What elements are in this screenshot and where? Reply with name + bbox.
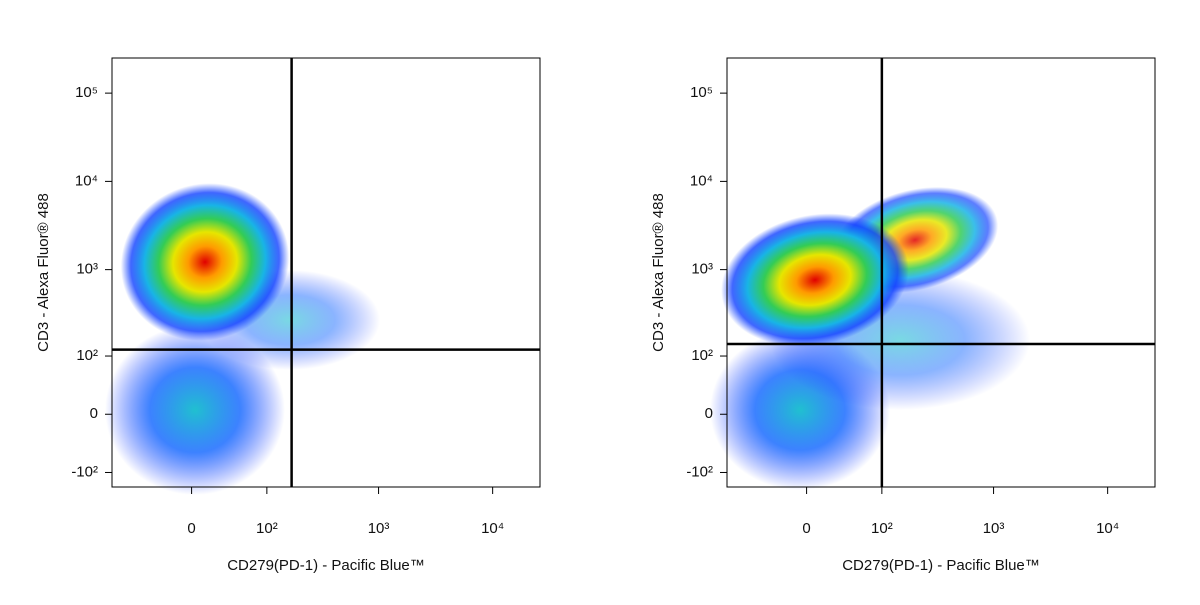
y-tick-label: 10⁵ [690,84,713,101]
y-tick-label: 10⁴ [75,172,98,189]
x-tick-label: 0 [802,520,810,537]
x-tick-label: 0 [187,520,195,537]
x-tick-label: 10² [871,520,893,537]
y-axis-title: CD3 - Alexa Fluor® 488 [35,193,52,352]
plot-frame [111,57,541,488]
density-cloud [105,183,1030,495]
plot-frame [726,57,1156,488]
y-tick-label: -10² [71,463,98,480]
x-tick-label: 10⁴ [1096,520,1119,537]
y-axis-title: CD3 - Alexa Fluor® 488 [650,193,667,352]
y-tick-label: 10² [691,347,713,364]
x-tick-label: 10³ [368,520,390,537]
x-tick-label: 10³ [983,520,1005,537]
y-tick-label: 10⁴ [690,172,713,189]
x-tick-label: 10² [256,520,278,537]
y-tick-label: 10³ [691,261,713,278]
y-tick-label: 0 [90,405,98,422]
x-axis-title: CD279(PD-1) - Pacific Blue™ [227,557,425,574]
x-axis-title: CD279(PD-1) - Pacific Blue™ [842,557,1040,574]
y-tick-label: 10³ [76,261,98,278]
y-tick-label: 10² [76,347,98,364]
x-tick-label: 10⁴ [481,520,504,537]
y-tick-label: 10⁵ [75,84,98,101]
y-tick-label: -10² [686,463,713,480]
y-tick-label: 0 [705,405,713,422]
